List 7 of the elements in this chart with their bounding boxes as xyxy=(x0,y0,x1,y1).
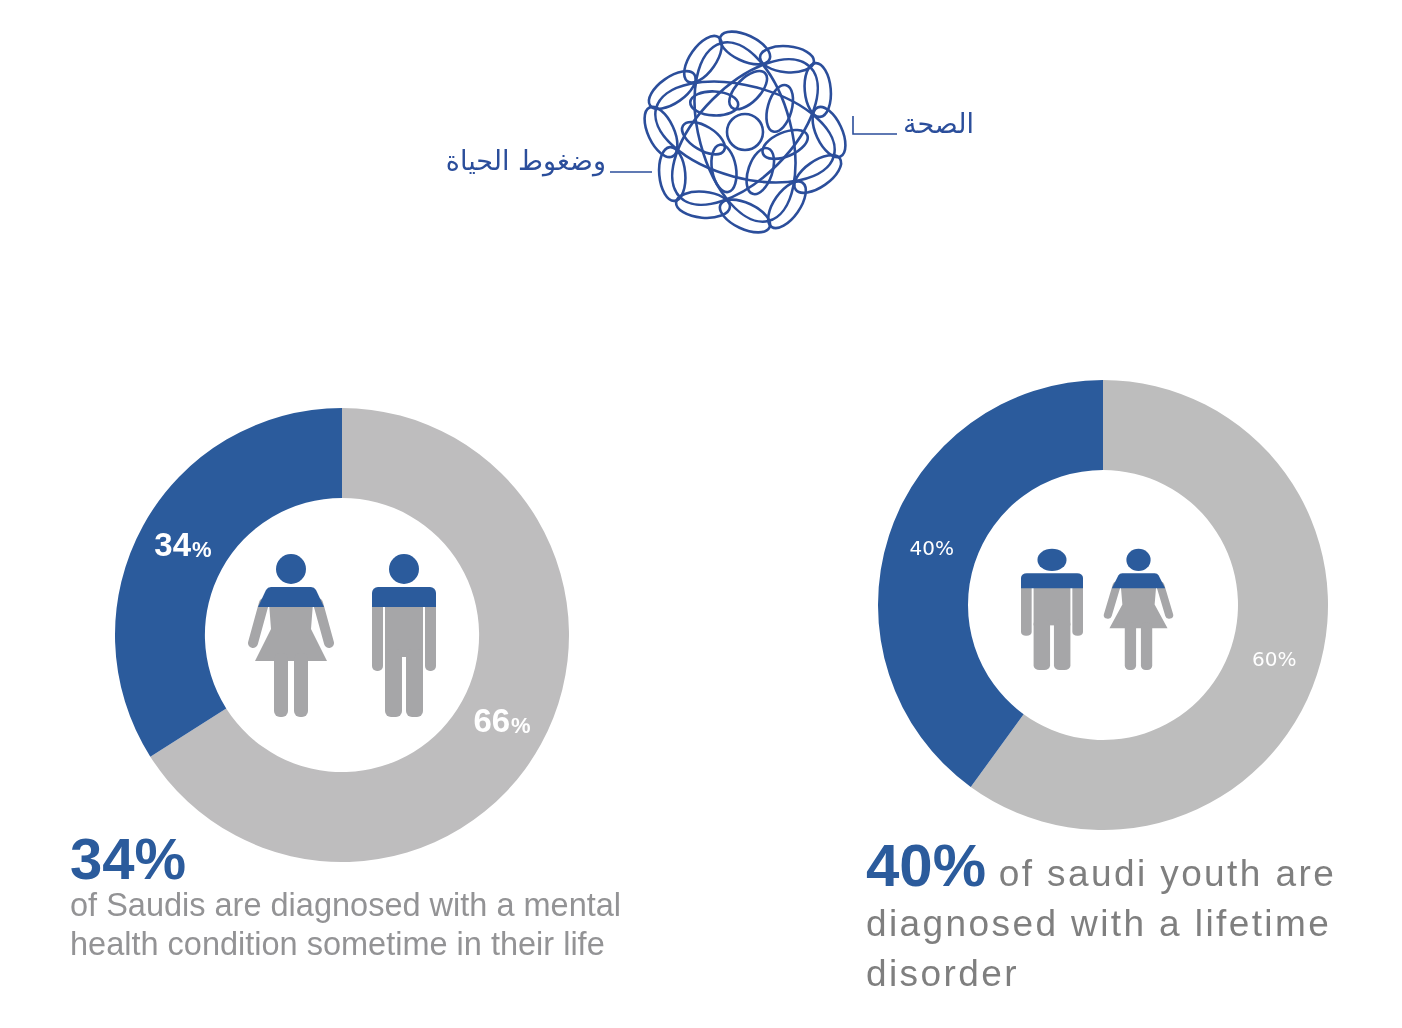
text: الصحة xyxy=(902,108,974,141)
data-label: 34% xyxy=(154,526,212,564)
data-label: 66% xyxy=(473,701,531,739)
data-label: 40% xyxy=(909,535,955,560)
text: وضغوط الحياة xyxy=(445,145,606,178)
data-label: 60% xyxy=(1251,646,1297,671)
text: 40% of saudi youth are diagnosed with a lifetime disorder xyxy=(866,832,1338,996)
